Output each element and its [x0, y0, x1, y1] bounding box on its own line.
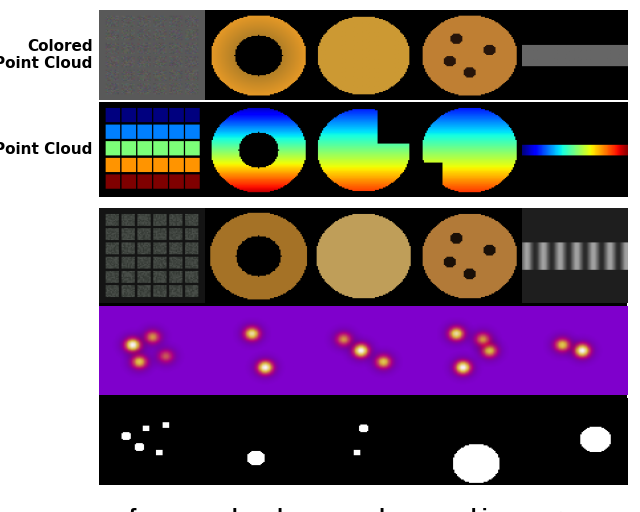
Text: RGB image: RGB image	[0, 248, 93, 263]
Text: foam: foam	[129, 508, 175, 512]
Text: Ours (1-shot): Ours (1-shot)	[0, 343, 93, 358]
Text: rope: rope	[553, 508, 596, 512]
Text: Colored
Point Cloud: Colored Point Cloud	[0, 39, 93, 71]
Text: peach: peach	[335, 508, 391, 512]
Text: cookie: cookie	[438, 508, 499, 512]
Text: bagel: bagel	[232, 508, 284, 512]
Text: Point Cloud: Point Cloud	[0, 142, 93, 157]
Text: Ground
Truth: Ground Truth	[30, 425, 93, 458]
